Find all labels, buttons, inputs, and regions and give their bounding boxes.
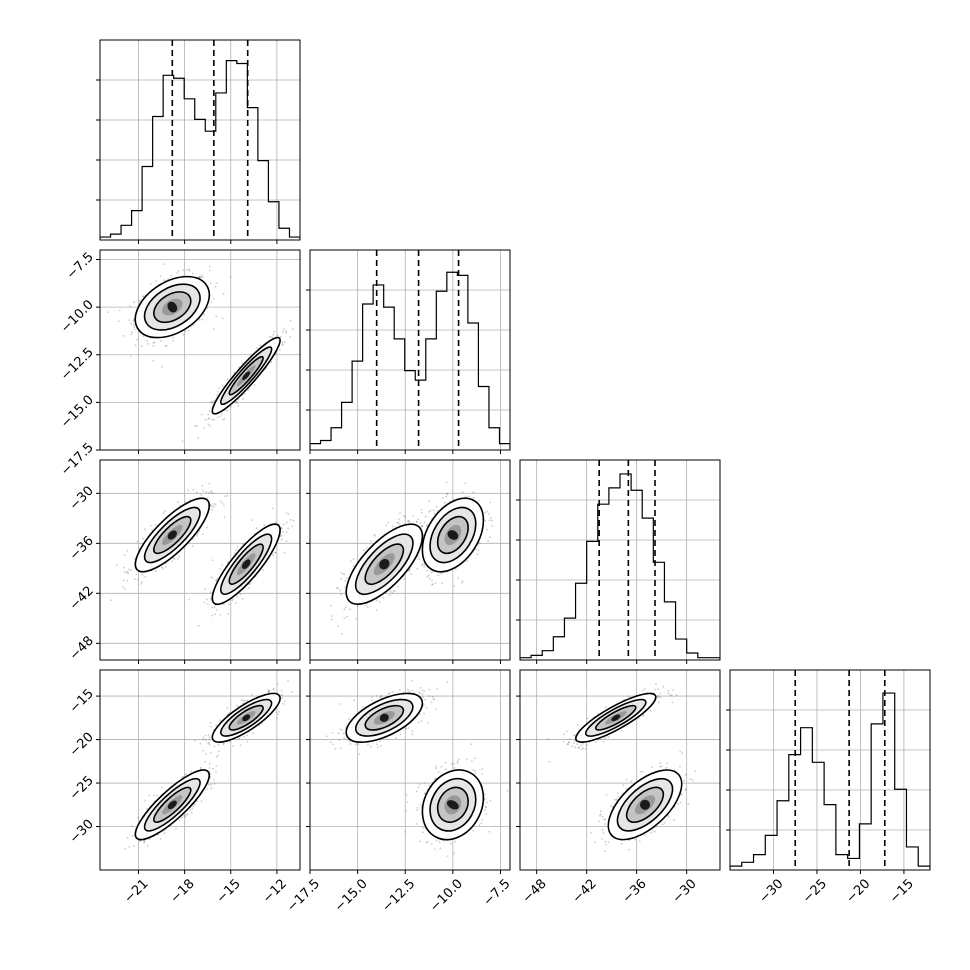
panel-frame bbox=[99, 39, 301, 241]
panel-1-0: −17.5 −15.0 −12.5 −10.0 −7.5 bbox=[58, 249, 301, 479]
x-tick-label: −15.0 bbox=[332, 876, 371, 915]
y-tick-label: −30 bbox=[67, 484, 97, 514]
x-tick-label: −12 bbox=[260, 876, 290, 906]
x-tick-label: −7.5 bbox=[481, 876, 514, 909]
histogram-step bbox=[730, 692, 930, 870]
panel-content bbox=[310, 250, 510, 450]
panel-3-0: −21 −18 −15 −12 −30 −25 −20 −15 bbox=[67, 669, 301, 906]
density-peak bbox=[447, 530, 459, 540]
x-tick-label: −21 bbox=[122, 876, 152, 906]
panel-content bbox=[310, 460, 510, 660]
panel-content bbox=[100, 670, 300, 870]
x-tick-label: −15 bbox=[887, 876, 917, 906]
y-tick-label: −20 bbox=[67, 730, 97, 760]
panel-content bbox=[520, 460, 720, 660]
y-tick-label: −17.5 bbox=[58, 440, 97, 479]
y-tick-label: −10.0 bbox=[58, 297, 97, 336]
x-tick-label: −42 bbox=[570, 876, 600, 906]
density-peak bbox=[167, 301, 178, 313]
panel-content bbox=[520, 670, 720, 870]
panel-frame bbox=[309, 669, 511, 871]
x-tick-label: −17.5 bbox=[284, 876, 323, 915]
density-peak bbox=[379, 713, 389, 722]
x-tick-label: −30 bbox=[757, 876, 787, 906]
y-tick-label: −30 bbox=[67, 817, 97, 847]
panel-content bbox=[100, 40, 300, 240]
x-tick-label: −30 bbox=[670, 876, 700, 906]
panel-content bbox=[100, 250, 300, 450]
x-tick-label: −20 bbox=[843, 876, 873, 906]
density-peak bbox=[241, 559, 251, 569]
density-peak bbox=[242, 371, 251, 381]
histogram-step bbox=[520, 473, 720, 660]
panel-2-0: −48 −42 −36 −30 bbox=[67, 459, 301, 664]
density-peak bbox=[242, 714, 251, 722]
panel-content bbox=[310, 670, 510, 870]
density-peak bbox=[379, 558, 390, 570]
histogram-step bbox=[100, 59, 300, 240]
panel-frame bbox=[519, 459, 721, 661]
panel-frame bbox=[99, 249, 301, 451]
panel-frame bbox=[99, 459, 301, 661]
y-tick-label: −15.0 bbox=[58, 393, 97, 432]
panel-content bbox=[730, 670, 930, 870]
x-tick-label: −36 bbox=[620, 876, 650, 906]
y-tick-label: −25 bbox=[67, 773, 97, 803]
panel-3-2: −48 −42 −36 −30 bbox=[516, 669, 721, 906]
histogram-step bbox=[310, 271, 510, 450]
y-tick-label: −42 bbox=[67, 584, 97, 614]
y-tick-label: −12.5 bbox=[58, 345, 97, 384]
panel-1-1 bbox=[306, 249, 511, 454]
density-peak bbox=[639, 799, 651, 810]
density-peak bbox=[167, 800, 177, 810]
panel-2-2 bbox=[516, 459, 721, 664]
x-tick-label: −48 bbox=[520, 876, 550, 906]
panel-frame bbox=[519, 669, 721, 871]
x-tick-label: −10.0 bbox=[427, 876, 466, 915]
panel-3-1: −17.5 −15.0 −12.5 −10.0 −7.5 bbox=[284, 669, 514, 915]
x-tick-label: −25 bbox=[800, 876, 830, 906]
panel-0-0 bbox=[96, 39, 301, 244]
panel-frame bbox=[309, 459, 511, 661]
y-tick-label: −48 bbox=[67, 634, 97, 664]
y-tick-label: −15 bbox=[67, 686, 97, 716]
panel-3-3: −30 −25 −20 −15 bbox=[726, 669, 931, 906]
panel-frame bbox=[99, 669, 301, 871]
scatter-points bbox=[325, 679, 509, 857]
panel-content bbox=[100, 460, 300, 660]
x-tick-label: −12.5 bbox=[380, 876, 419, 915]
y-tick-label: −36 bbox=[67, 534, 97, 564]
y-tick-label: −7.5 bbox=[64, 250, 97, 283]
panel-2-1 bbox=[306, 459, 511, 664]
x-tick-label: −15 bbox=[214, 876, 244, 906]
panel-frame bbox=[309, 249, 511, 451]
panel-frame bbox=[729, 669, 931, 871]
density-peak bbox=[446, 800, 459, 810]
density-peak bbox=[167, 530, 177, 540]
density-peak bbox=[611, 714, 621, 722]
x-tick-label: −18 bbox=[168, 876, 198, 906]
